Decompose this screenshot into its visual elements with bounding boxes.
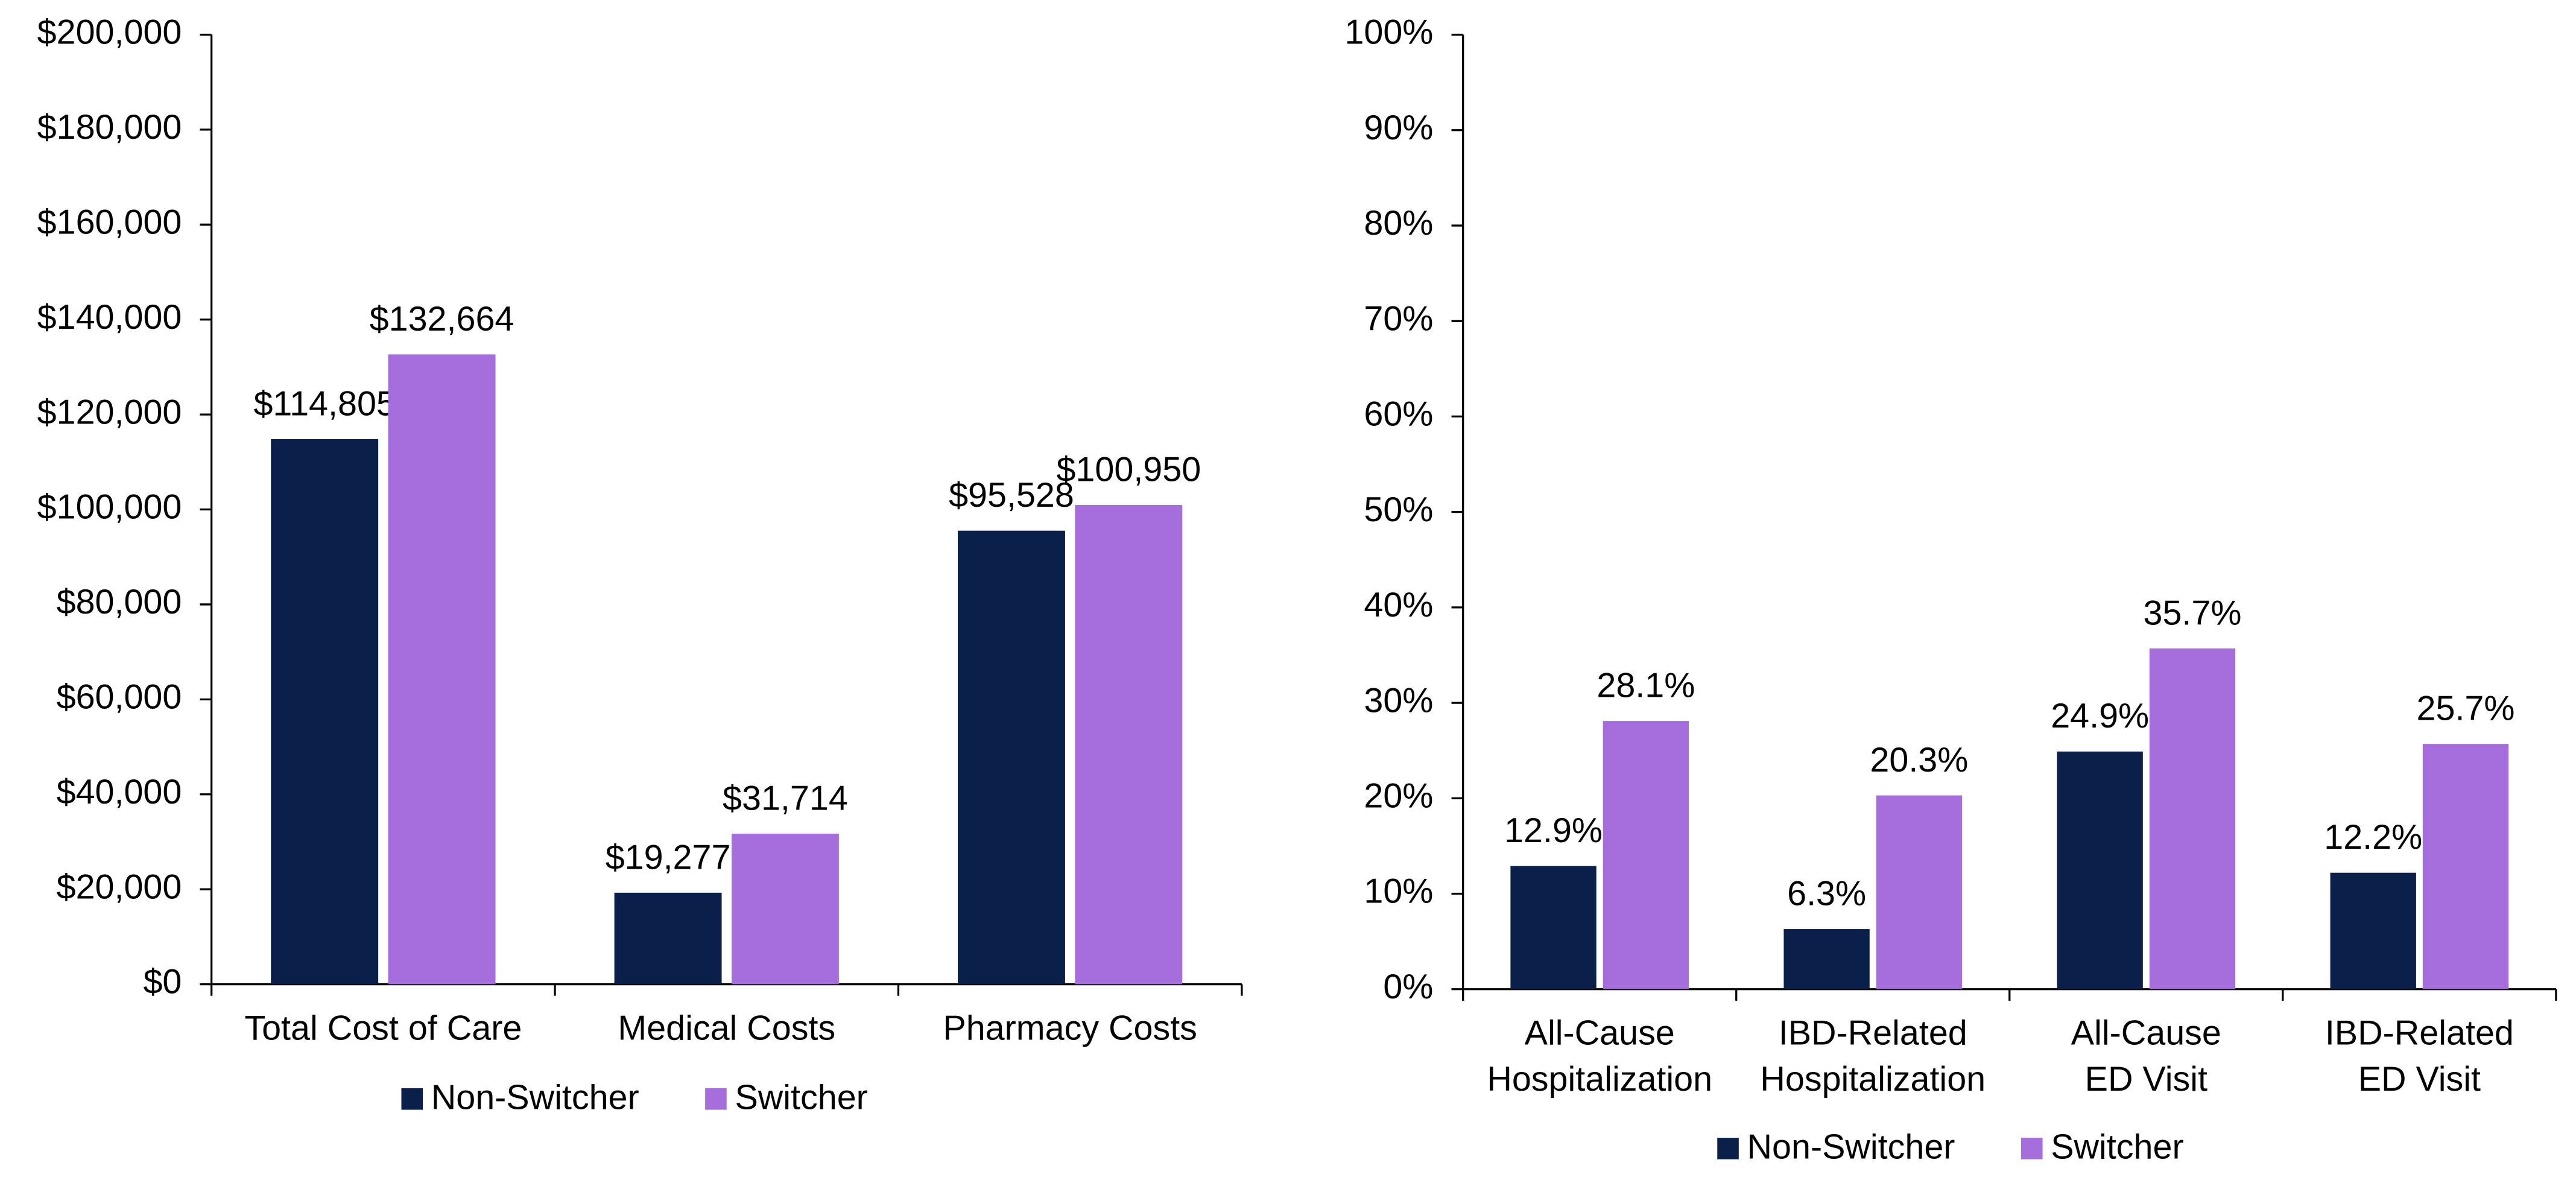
x-tick-label: All-Cause Hospitalization xyxy=(1487,1014,1712,1099)
x-tick-label: IBD-Related Hospitalization xyxy=(1760,1014,1986,1099)
data-label: 6.3% xyxy=(1787,875,1866,913)
bar xyxy=(614,892,722,984)
data-label: $31,714 xyxy=(723,779,848,817)
x-tick-label: Total Cost of Care xyxy=(244,1009,522,1047)
bar xyxy=(1783,929,1870,989)
y-tick-label: $100,000 xyxy=(37,488,182,527)
bar xyxy=(2057,751,2143,989)
data-label: $19,277 xyxy=(606,838,731,877)
bar xyxy=(958,530,1065,984)
y-tick-label: 60% xyxy=(1364,395,1433,434)
y-tick-label: 40% xyxy=(1364,586,1433,624)
y-tick-label: 70% xyxy=(1364,299,1433,338)
data-label: $95,528 xyxy=(949,476,1074,515)
data-label: $100,950 xyxy=(1056,450,1201,489)
y-tick-label: $20,000 xyxy=(57,867,182,906)
bar xyxy=(271,439,379,984)
x-tick-label: Pharmacy Costs xyxy=(943,1009,1197,1047)
legend-label: Switcher xyxy=(2051,1127,2183,1166)
bar xyxy=(2422,744,2509,989)
bar xyxy=(1075,505,1183,984)
legend-label: Switcher xyxy=(735,1078,867,1117)
data-label: 25.7% xyxy=(2417,690,2515,728)
data-label: 28.1% xyxy=(1597,667,1695,705)
data-label: 35.7% xyxy=(2143,594,2241,632)
data-label: $114,805 xyxy=(253,384,395,423)
legend-label: Non-Switcher xyxy=(431,1078,639,1117)
y-tick-label: 100% xyxy=(1344,13,1433,52)
legend-label: Non-Switcher xyxy=(1747,1127,1955,1166)
bar xyxy=(1510,866,1597,989)
y-tick-label: $0 xyxy=(143,963,182,1001)
bar xyxy=(731,833,839,984)
legend-swatch xyxy=(401,1088,423,1110)
legend-swatch xyxy=(705,1088,727,1110)
y-tick-label: $180,000 xyxy=(37,108,182,147)
y-tick-label: $40,000 xyxy=(57,773,182,811)
y-tick-label: $120,000 xyxy=(37,393,182,431)
chart: $0 $20,000 $40,000 $60,000 $80,000 $100,000 $1… xyxy=(37,13,1243,1117)
data-label: $132,664 xyxy=(370,300,514,338)
y-tick-label: $80,000 xyxy=(57,583,182,621)
y-tick-label: 30% xyxy=(1364,681,1433,720)
legend-swatch xyxy=(1717,1138,1739,1159)
y-tick-label: $140,000 xyxy=(37,298,182,337)
y-tick-label: 10% xyxy=(1364,872,1433,911)
legend-swatch xyxy=(2021,1138,2043,1159)
y-tick-label: $160,000 xyxy=(37,203,182,241)
data-label: 20.3% xyxy=(1870,741,1968,779)
chart: 0% 10% 20% 30% 40% 50% 60% 70% 80% 90% 100% All-Cau… xyxy=(1344,13,2557,1166)
bar xyxy=(1876,795,1963,989)
x-tick-label: IBD-Related ED Visit xyxy=(2325,1014,2514,1099)
y-tick-label: $60,000 xyxy=(57,678,182,717)
x-tick-label: All-Cause ED Visit xyxy=(2071,1014,2221,1099)
bar xyxy=(2330,872,2416,989)
y-tick-label: 80% xyxy=(1364,204,1433,243)
y-tick-label: $200,000 xyxy=(37,13,182,52)
data-label: 12.9% xyxy=(1504,811,1603,850)
x-tick-label: Medical Costs xyxy=(618,1009,835,1047)
bar xyxy=(1603,721,1689,989)
bar xyxy=(2149,648,2236,989)
y-tick-label: 20% xyxy=(1364,776,1433,815)
y-tick-label: 90% xyxy=(1364,109,1433,147)
y-tick-label: 50% xyxy=(1364,490,1433,529)
bar xyxy=(388,354,496,984)
data-label: 24.9% xyxy=(2051,697,2149,735)
data-label: 12.2% xyxy=(2324,818,2422,857)
y-tick-label: 0% xyxy=(1383,968,1433,1006)
